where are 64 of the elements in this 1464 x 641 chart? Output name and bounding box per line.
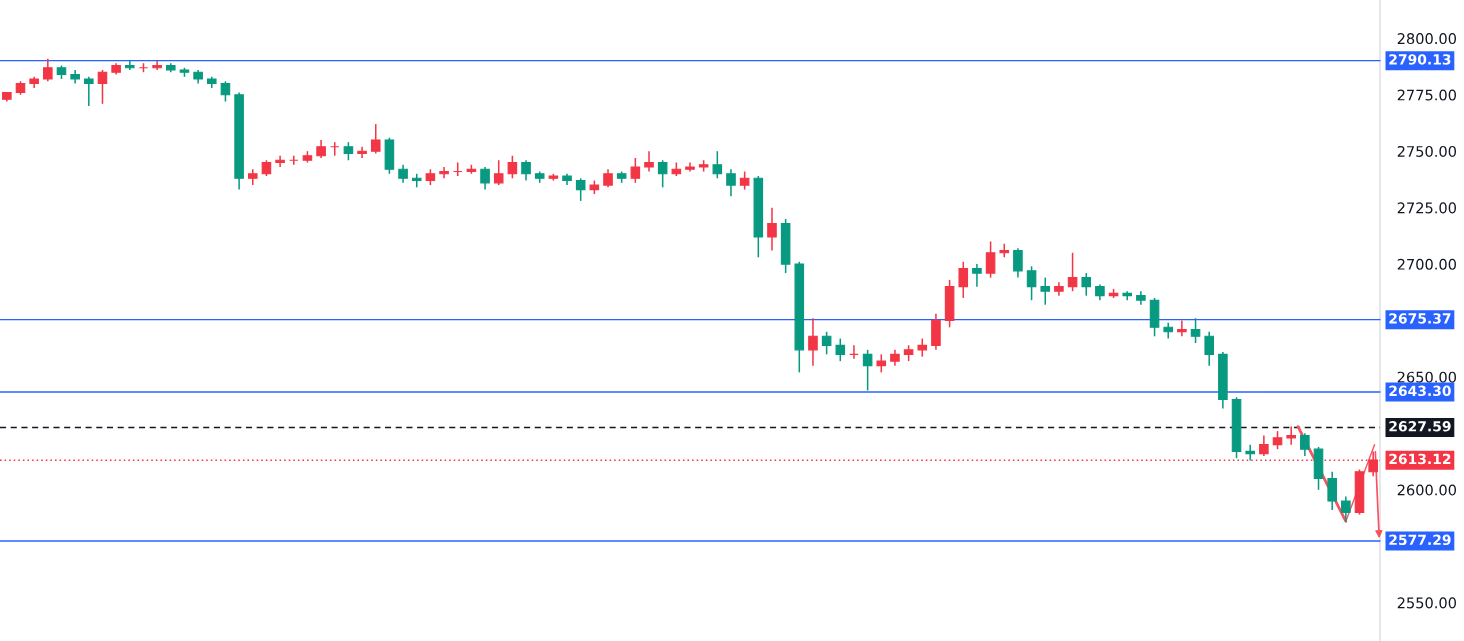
candlestick	[603, 168, 613, 189]
y-tick-label: 2600.00	[1397, 484, 1456, 496]
candlestick	[275, 154, 285, 168]
candlestick	[1327, 470, 1337, 511]
candlestick	[630, 157, 641, 184]
candlestick	[220, 80, 231, 103]
candlestick	[507, 154, 518, 180]
candlestick	[644, 150, 654, 173]
candlestick	[958, 261, 969, 299]
ref-line-label: 2627.59	[1389, 421, 1451, 432]
candlestick	[999, 242, 1010, 259]
candlestick	[657, 159, 668, 189]
candlestick	[370, 123, 381, 155]
candlestick	[1013, 247, 1023, 279]
candlestick	[1163, 321, 1174, 340]
y-tick-label: 2650.00	[1397, 371, 1456, 383]
candlestick	[1341, 495, 1351, 523]
candlestick	[493, 159, 504, 186]
candlestick	[767, 206, 777, 252]
candlestick	[1272, 430, 1283, 450]
candlestick	[575, 177, 586, 202]
candlestick	[808, 317, 818, 367]
candlestick	[1081, 272, 1092, 297]
candlestick	[917, 337, 928, 358]
candlestick	[343, 141, 354, 162]
y-tick-label: 2550.00	[1397, 597, 1456, 609]
ref-line-label: 2577.29	[1389, 534, 1451, 546]
candlestick	[398, 163, 408, 184]
candlestick	[1204, 331, 1214, 367]
y-tick-label: 2700.00	[1397, 258, 1456, 270]
candlestick	[835, 337, 846, 362]
candlestick	[1190, 317, 1201, 344]
candlestick	[480, 166, 490, 191]
candlestick	[972, 263, 982, 288]
y-tick-label: 2750.00	[1397, 145, 1456, 157]
y-tick-label: 2800.00	[1397, 33, 1456, 45]
candlestick	[97, 69, 108, 105]
candlestick	[821, 331, 832, 356]
candlestick	[1040, 276, 1051, 306]
candlestick	[1259, 434, 1269, 457]
ref-line-label: 2613.12	[1389, 453, 1451, 465]
y-tick-label: 2775.00	[1397, 89, 1456, 101]
candlestick	[43, 57, 53, 83]
ref-line-label: 2675.37	[1389, 313, 1451, 324]
candlestick	[985, 240, 996, 279]
ref-line-label: 2790.13	[1389, 54, 1451, 65]
candlestick	[1286, 425, 1296, 446]
candlestick	[521, 159, 531, 182]
candlestick	[1245, 443, 1255, 462]
candlestick	[84, 75, 94, 107]
candlestick	[357, 145, 367, 159]
candlestick	[862, 349, 873, 392]
candlestick	[316, 139, 326, 159]
y-tick-label: 2725.00	[1397, 202, 1456, 214]
candlestick	[876, 353, 887, 374]
candlestick	[1177, 319, 1187, 338]
ref-line-label: 2643.30	[1389, 385, 1451, 397]
candlestick	[1300, 432, 1310, 457]
candlestick	[739, 170, 750, 191]
candlestick	[712, 150, 723, 180]
candlestick	[726, 168, 736, 198]
candlestick	[439, 166, 449, 180]
candlestick	[1067, 252, 1078, 292]
candlestick	[1026, 265, 1037, 301]
